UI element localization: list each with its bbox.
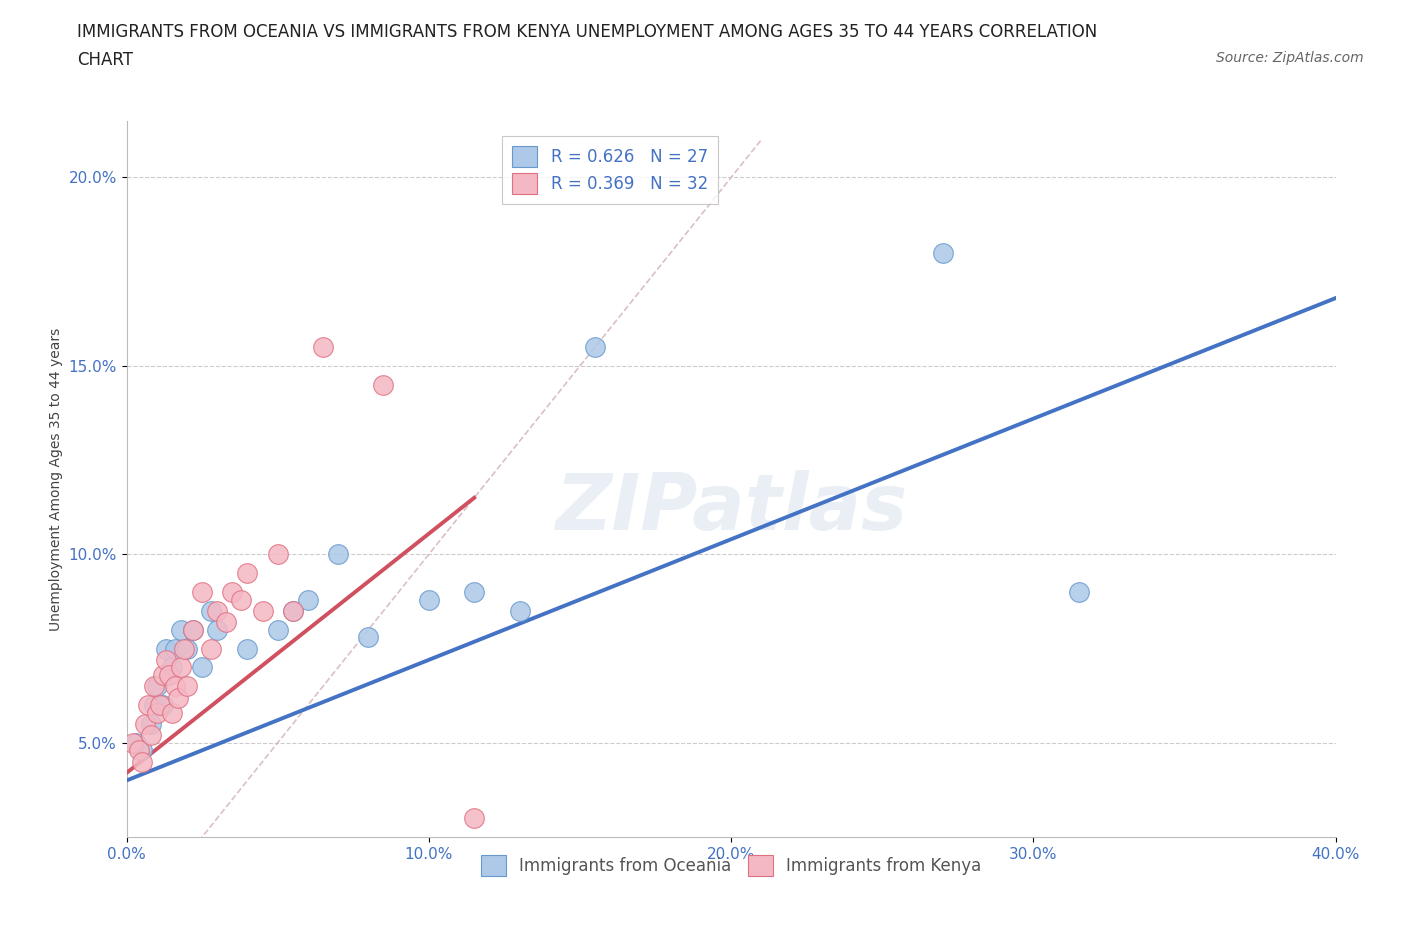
Point (131, 754, 153, 769)
Point (181, 622, 204, 637)
Point (142, 679, 165, 694)
Point (136, 698, 159, 712)
Point (326, 547, 350, 562)
Legend: Immigrants from Oceania, Immigrants from Kenya: Immigrants from Oceania, Immigrants from… (474, 849, 988, 883)
Text: Source: ZipAtlas.com: Source: ZipAtlas.com (1216, 51, 1364, 65)
Point (121, 736, 143, 751)
Point (152, 668, 174, 683)
Point (173, 641, 195, 656)
Point (205, 622, 228, 637)
Point (170, 660, 193, 675)
Point (160, 705, 183, 720)
Point (167, 690, 190, 705)
Point (139, 716, 162, 731)
Point (146, 705, 169, 720)
Point (215, 615, 238, 630)
Point (128, 743, 150, 758)
Point (373, 378, 395, 392)
Text: IMMIGRANTS FROM OCEANIA VS IMMIGRANTS FROM KENYA UNEMPLOYMENT AMONG AGES 35 TO 4: IMMIGRANTS FROM OCEANIA VS IMMIGRANTS FR… (77, 23, 1098, 41)
Point (205, 604, 228, 618)
Point (221, 585, 243, 600)
Point (146, 679, 169, 694)
Point (191, 585, 214, 600)
Point (252, 604, 274, 618)
Point (131, 743, 153, 758)
Y-axis label: Unemployment Among Ages 35 to 44 years: Unemployment Among Ages 35 to 44 years (49, 327, 63, 631)
Point (231, 592, 253, 607)
Point (134, 716, 156, 731)
Text: CHART: CHART (77, 51, 134, 69)
Point (509, 604, 531, 618)
Text: ZIPatlas: ZIPatlas (555, 470, 907, 546)
Point (163, 641, 186, 656)
Point (297, 592, 319, 607)
Point (583, 339, 606, 354)
Point (236, 641, 259, 656)
Point (163, 679, 186, 694)
Point (200, 604, 222, 618)
Point (236, 565, 259, 580)
Point (170, 622, 193, 637)
Point (157, 668, 180, 683)
Point (463, 585, 485, 600)
Point (267, 547, 290, 562)
Point (124, 736, 146, 751)
Point (176, 679, 198, 694)
Point (191, 660, 214, 675)
Point (357, 630, 380, 644)
Point (155, 653, 177, 668)
Point (1067, 585, 1090, 600)
Point (149, 698, 172, 712)
Point (281, 604, 304, 618)
Point (152, 698, 174, 712)
Point (200, 641, 222, 656)
Point (418, 592, 440, 607)
Point (267, 622, 290, 637)
Point (142, 698, 165, 712)
Point (463, 811, 485, 826)
Point (281, 604, 304, 618)
Point (155, 641, 177, 656)
Point (181, 622, 204, 637)
Point (932, 246, 955, 260)
Point (160, 660, 183, 675)
Point (176, 641, 198, 656)
Point (312, 339, 335, 354)
Point (139, 728, 162, 743)
